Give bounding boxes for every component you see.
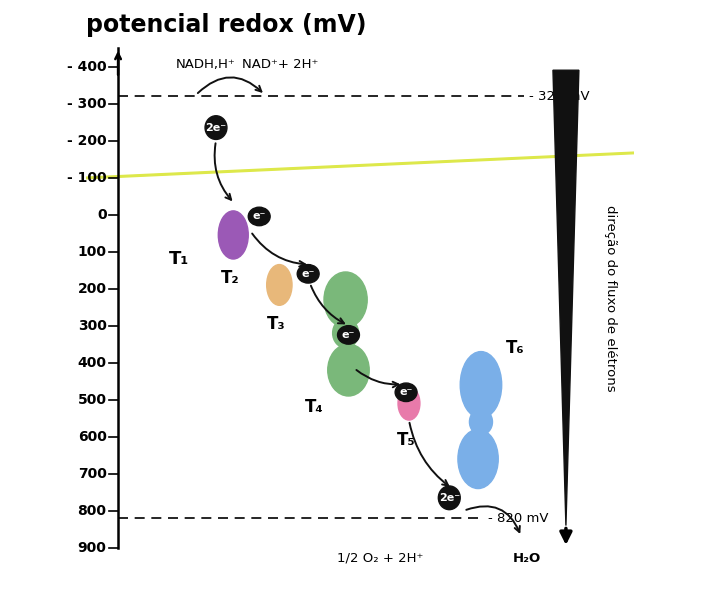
Text: - 200: - 200 [67,134,107,148]
Text: H₂O: H₂O [513,551,541,565]
Text: 0: 0 [97,208,107,221]
Ellipse shape [248,207,270,226]
Text: T₃: T₃ [267,315,286,333]
Text: 400: 400 [78,356,107,370]
Text: 500: 500 [78,393,107,407]
Text: 300: 300 [78,319,107,332]
Text: NADH,H⁺: NADH,H⁺ [176,58,235,71]
Ellipse shape [205,116,227,139]
Ellipse shape [469,409,492,435]
Ellipse shape [324,272,367,328]
Text: 200: 200 [78,281,107,296]
Text: e⁻: e⁻ [302,269,315,279]
Ellipse shape [297,265,319,283]
Text: NAD⁺+ 2H⁺: NAD⁺+ 2H⁺ [242,58,318,71]
Text: - 320 mV: - 320 mV [528,89,590,103]
Text: - 820 mV: - 820 mV [488,512,549,524]
Ellipse shape [218,211,248,259]
Text: T₁: T₁ [168,250,189,268]
Ellipse shape [398,387,420,420]
Text: T₂: T₂ [221,269,240,287]
Ellipse shape [438,486,460,509]
Text: T₄: T₄ [305,398,323,416]
Text: 2e⁻: 2e⁻ [205,122,227,133]
Text: 700: 700 [78,467,107,481]
Ellipse shape [333,318,359,348]
Polygon shape [553,70,579,526]
Text: 100: 100 [78,245,107,259]
Text: e⁻: e⁻ [342,330,355,340]
Text: 900: 900 [78,541,107,555]
Text: potencial redox (mV): potencial redox (mV) [86,13,367,37]
Text: - 400: - 400 [67,59,107,74]
Ellipse shape [338,326,359,344]
Text: 600: 600 [78,430,107,444]
Ellipse shape [328,344,369,396]
Text: - 100: - 100 [67,170,107,185]
Text: T₆: T₆ [506,339,525,357]
Ellipse shape [395,383,417,401]
Text: direção do fluxo de elétrons: direção do fluxo de elétrons [604,205,617,391]
Text: - 300: - 300 [67,97,107,110]
Ellipse shape [266,265,292,305]
Text: 1/2 O₂ + 2H⁺: 1/2 O₂ + 2H⁺ [337,551,423,565]
Text: e⁻: e⁻ [253,211,266,221]
Text: T₅: T₅ [397,431,415,449]
Text: 2e⁻: 2e⁻ [438,493,460,503]
Text: e⁻: e⁻ [400,387,413,397]
Ellipse shape [0,108,720,240]
Ellipse shape [460,352,502,418]
Text: 800: 800 [78,504,107,518]
Ellipse shape [458,430,498,488]
